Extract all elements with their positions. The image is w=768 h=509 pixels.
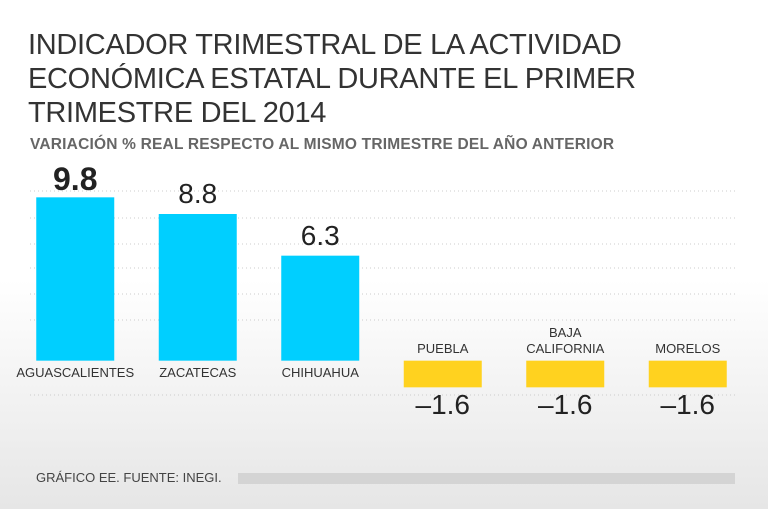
- bar: [281, 255, 360, 361]
- grid-decoration: [30, 190, 735, 396]
- value-label: 9.8: [53, 161, 98, 198]
- x-tick-label: ZACATECAS: [159, 364, 237, 380]
- bar: [526, 360, 605, 388]
- chart-title: INDICADOR TRIMESTRAL DE LA ACTIVIDAD ECO…: [28, 29, 636, 129]
- value-label: –1.6: [538, 389, 593, 421]
- x-tick-label: MORELOS: [655, 340, 721, 356]
- bar: [158, 214, 237, 361]
- chart-subtitle: VARIACIÓN % REAL RESPECTO AL MISMO TRIME…: [30, 136, 615, 153]
- source-note: GRÁFICO EE. FUENTE: INEGI.: [36, 470, 222, 485]
- value-label: 8.8: [178, 178, 218, 209]
- x-tick-label: BAJA CALIFORNIA: [526, 324, 605, 356]
- x-tick-label: PUEBLA: [417, 340, 469, 356]
- source-rule: [238, 473, 735, 484]
- value-label: –1.6: [415, 389, 471, 421]
- bar: [648, 360, 727, 388]
- bar: [403, 360, 482, 388]
- x-tick-label: CHIHUAHUA: [281, 364, 359, 380]
- x-tick-label: AGUASCALIENTES: [16, 364, 135, 380]
- value-label: 6.3: [300, 219, 340, 251]
- value-label: –1.6: [660, 389, 716, 421]
- bar: [36, 197, 115, 361]
